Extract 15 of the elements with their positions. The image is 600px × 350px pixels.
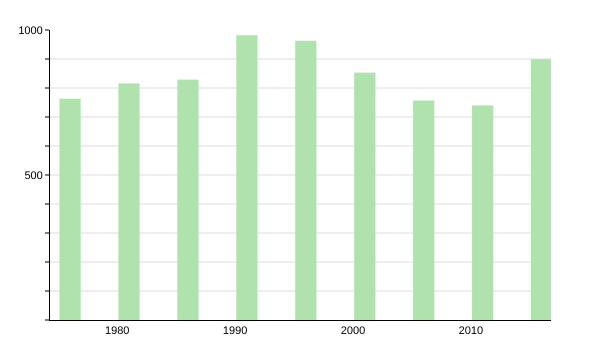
bar bbox=[354, 72, 376, 320]
bar bbox=[118, 83, 140, 320]
x-tick-label: 2010 bbox=[458, 325, 484, 338]
bar bbox=[413, 100, 434, 320]
y-tick-label: 500 bbox=[24, 170, 43, 182]
bar bbox=[295, 40, 316, 320]
bar bbox=[59, 98, 81, 320]
bar bbox=[530, 59, 551, 320]
x-tick-label: 1980 bbox=[104, 325, 130, 338]
bar bbox=[236, 35, 258, 320]
x-tick-label: 2000 bbox=[340, 325, 366, 338]
x-tick-label: 1990 bbox=[222, 325, 248, 338]
bar bbox=[177, 80, 199, 320]
bar bbox=[472, 105, 494, 320]
y-tick-label: 1000 bbox=[18, 24, 43, 37]
